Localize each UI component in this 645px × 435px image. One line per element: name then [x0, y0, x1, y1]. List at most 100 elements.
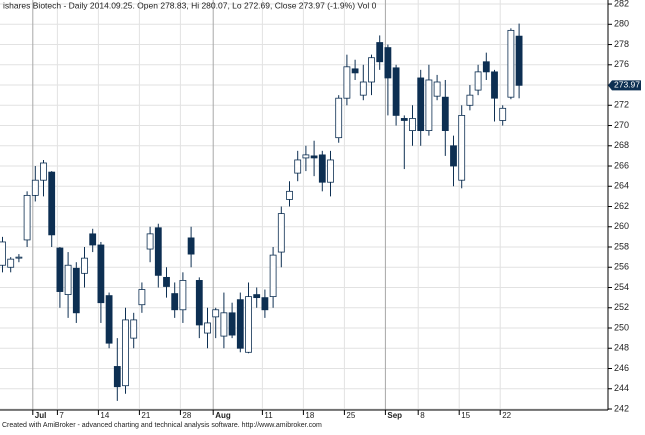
- last-value-marker: [608, 80, 641, 91]
- candle-body: [204, 322, 211, 334]
- y-tick-label: 280: [614, 19, 629, 29]
- x-tick-label: 14: [100, 411, 109, 420]
- candle-body: [212, 309, 220, 318]
- y-tick-label: 282: [614, 0, 629, 8]
- candle-body: [286, 190, 293, 200]
- x-tick-label: 21: [141, 411, 150, 420]
- candle-body: [433, 81, 441, 97]
- candle-body: [491, 71, 498, 99]
- candle-body: [163, 276, 170, 287]
- x-tick-label: 28: [182, 411, 191, 420]
- footer: Created with AmiBroker - advanced charti…: [2, 422, 322, 429]
- candle-body: [195, 280, 203, 326]
- y-tick-label: 268: [614, 140, 629, 150]
- candle-body: [0, 241, 6, 266]
- y-tick-label: 250: [614, 322, 629, 332]
- candle-body: [376, 42, 384, 63]
- last-value-label: 273.97: [614, 80, 640, 90]
- y-tick-label: 242: [614, 403, 629, 413]
- candle-body: [40, 162, 47, 181]
- x-tick-label: 22: [502, 411, 511, 420]
- x-tick-label: 8: [420, 411, 425, 420]
- candle-body: [310, 155, 318, 159]
- candle-body: [302, 154, 310, 159]
- candle-body: [245, 296, 252, 353]
- candle-body: [56, 247, 64, 292]
- candle-body: [261, 297, 269, 311]
- candle-body: [335, 97, 343, 139]
- candle-body: [220, 312, 228, 337]
- candle-body: [409, 118, 416, 131]
- candle-body: [105, 295, 113, 344]
- y-tick-label: 276: [614, 59, 629, 69]
- candle-body: [474, 71, 482, 91]
- y-tick-label: 254: [614, 282, 629, 292]
- candle-body: [81, 257, 88, 274]
- y-tick-label: 266: [614, 160, 629, 170]
- candle-body: [458, 115, 466, 181]
- y-tick-label: 260: [614, 221, 629, 231]
- y-tick-label: 270: [614, 120, 629, 130]
- candle-body: [368, 57, 375, 83]
- y-tick-label: 248: [614, 343, 629, 353]
- candle-body: [15, 256, 23, 259]
- candle-body: [327, 159, 334, 183]
- y-tick-label: 258: [614, 241, 629, 251]
- candle-body: [400, 118, 408, 121]
- candle-body: [318, 154, 326, 183]
- y-tick-label: 278: [614, 39, 629, 49]
- candle-body: [113, 366, 121, 388]
- candle-body: [72, 267, 80, 314]
- x-tick-label: 25: [346, 411, 355, 420]
- candle-body: [425, 79, 433, 131]
- candles: [0, 23, 523, 401]
- candle-body: [64, 264, 72, 295]
- candle-body: [441, 96, 449, 131]
- candle-body: [499, 107, 507, 121]
- candle-body: [146, 233, 154, 250]
- candle-body: [269, 254, 277, 298]
- candle-body: [89, 233, 97, 246]
- candle-body: [466, 94, 474, 106]
- y-tick-label: 256: [614, 262, 629, 272]
- candle-body: [23, 194, 31, 241]
- x-tick-label: Jul: [35, 411, 47, 420]
- x-tick-label: Sep: [387, 411, 402, 420]
- chart-title: ishares Biotech - Daily 2014.09.25. Open…: [3, 0, 377, 10]
- x-tick-label: 15: [461, 411, 470, 420]
- candle-body: [236, 299, 244, 349]
- candle-body: [171, 293, 179, 311]
- candle-body: [48, 171, 56, 236]
- candle-body: [228, 312, 236, 336]
- candle-body: [482, 61, 490, 73]
- candle-body: [384, 47, 392, 79]
- x-tick-label: 7: [59, 411, 64, 420]
- candle-body: [343, 66, 351, 99]
- candle-body: [417, 77, 425, 131]
- x-tick-label: 11: [264, 411, 273, 420]
- candle-body: [138, 289, 146, 306]
- y-tick-label: 244: [614, 383, 629, 393]
- candle-body: [515, 35, 523, 86]
- candle-body: [359, 81, 367, 96]
- candle-body: [122, 319, 129, 387]
- y-tick-label: 264: [614, 181, 629, 191]
- candle-body: [7, 258, 15, 268]
- x-tick-label: 18: [305, 411, 314, 420]
- candle-body: [450, 145, 457, 167]
- candle-body: [253, 294, 261, 299]
- candle-body: [179, 280, 187, 311]
- candle-body: [187, 237, 195, 255]
- candle-body: [351, 68, 359, 74]
- y-tick-label: 246: [614, 363, 629, 373]
- candle-body: [277, 213, 285, 253]
- candle-body: [154, 227, 162, 276]
- y-tick-label: 262: [614, 201, 629, 211]
- candle-body: [294, 159, 302, 174]
- candle-body: [97, 244, 105, 304]
- x-tick-label: Aug: [215, 411, 231, 420]
- candle-body: [31, 179, 39, 196]
- y-tick-label: 252: [614, 302, 629, 312]
